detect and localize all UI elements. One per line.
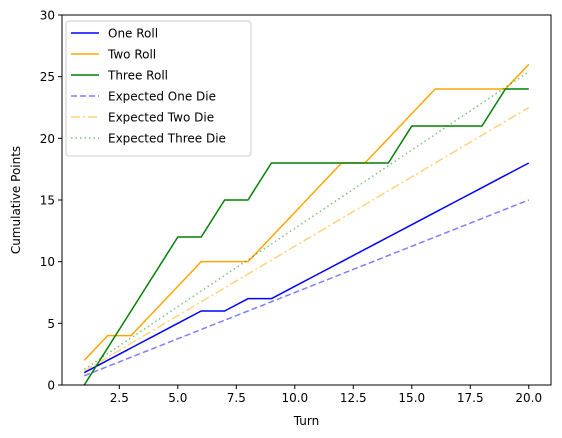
x-tick-label: 5.0 [168,391,187,405]
legend: One Roll Two Roll Three Roll Expected One D… [65,20,252,157]
plot-lines [83,63,530,386]
legend-label-2: Three Roll [107,69,168,83]
y-axis: 0 5 10 15 20 25 30 [40,9,62,393]
x-tick-label: 7.5 [227,391,246,405]
series-line-1 [83,63,530,361]
x-tick-label: 15.0 [398,391,425,405]
y-tick-label: 0 [47,379,55,393]
y-axis-label: Cumulative Points [9,146,23,254]
series-line-2 [83,88,529,386]
legend-label-1: Two Roll [107,48,156,62]
y-tick-label: 10 [40,255,55,269]
legend-label-3: Expected One Die [108,90,216,104]
x-axis-label: Turn [293,414,319,428]
series-line-4 [83,106,530,372]
y-tick-label: 20 [40,132,55,146]
x-axis: 2.5 5.0 7.5 10.0 12.5 15.0 17.5 20.0 [110,385,542,405]
x-tick-label: 20.0 [515,391,542,405]
series-line-3 [83,199,530,377]
x-tick-label: 10.0 [281,391,308,405]
x-tick-label: 2.5 [110,391,129,405]
series-line-5 [83,71,530,370]
legend-label-5: Expected Three Die [108,132,226,146]
x-tick-label: 17.5 [457,391,484,405]
y-tick-label: 30 [40,9,55,23]
x-tick-label: 12.5 [340,391,367,405]
y-tick-label: 15 [40,194,55,208]
y-tick-label: 25 [40,70,55,84]
legend-box [65,20,252,157]
legend-label-4: Expected Two Die [108,111,214,125]
series-line-0 [83,162,530,374]
legend-label-0: One Roll [108,27,158,41]
y-tick-label: 5 [47,317,55,331]
